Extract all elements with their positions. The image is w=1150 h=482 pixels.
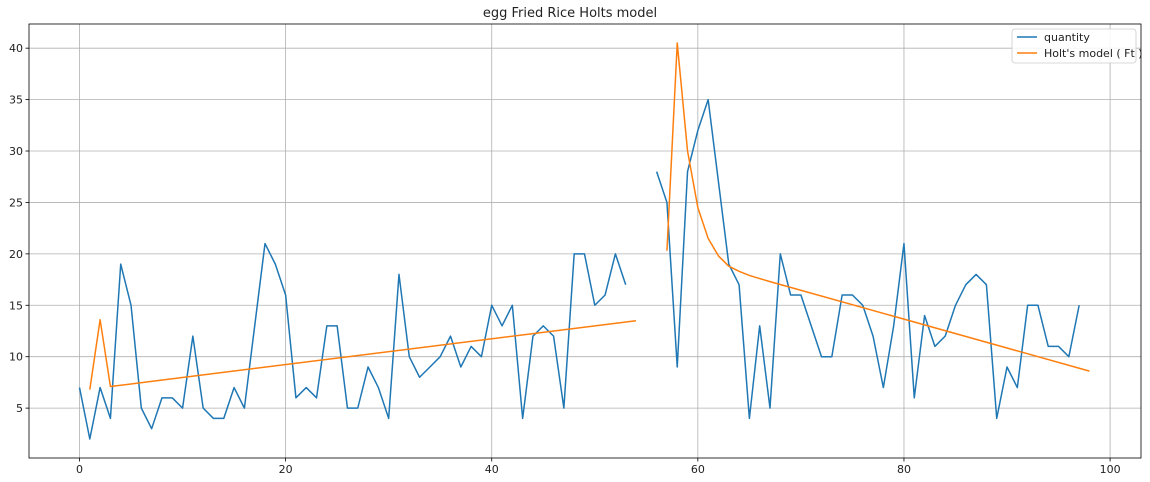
x-tick-label: 60 (691, 463, 705, 476)
legend: quantity Holt's model ( Ft ) (1011, 28, 1143, 64)
chart-title: egg Fried Rice Holts model (483, 6, 657, 21)
y-tick-label: 10 (9, 351, 23, 364)
y-tick-label: 30 (9, 145, 23, 158)
x-tick-label: 20 (279, 463, 293, 476)
y-tick-label: 25 (9, 196, 23, 209)
y-tick-label: 40 (9, 42, 23, 55)
x-tick-label: 0 (76, 463, 83, 476)
y-tick-label: 5 (16, 402, 23, 415)
legend-label: quantity (1044, 31, 1090, 44)
x-tick-label: 80 (897, 463, 911, 476)
grid (29, 24, 1141, 458)
series-lines (78, 42, 1090, 440)
y-tick-label: 15 (9, 299, 23, 312)
series-line-1 (78, 98, 1080, 440)
y-tick-label: 35 (9, 94, 23, 107)
y-tick-label: 20 (9, 248, 23, 261)
x-tick-label: 100 (1100, 463, 1121, 476)
x-tick-label: 40 (485, 463, 499, 476)
series-line-2 (89, 42, 1090, 390)
legend-box (1011, 28, 1137, 64)
legend-label: Holt's model ( Ft ) (1044, 47, 1143, 60)
plot-frame (28, 23, 1142, 459)
axes: 0 20 40 60 80 100 5 10 15 20 25 30 35 40 (9, 23, 1142, 476)
